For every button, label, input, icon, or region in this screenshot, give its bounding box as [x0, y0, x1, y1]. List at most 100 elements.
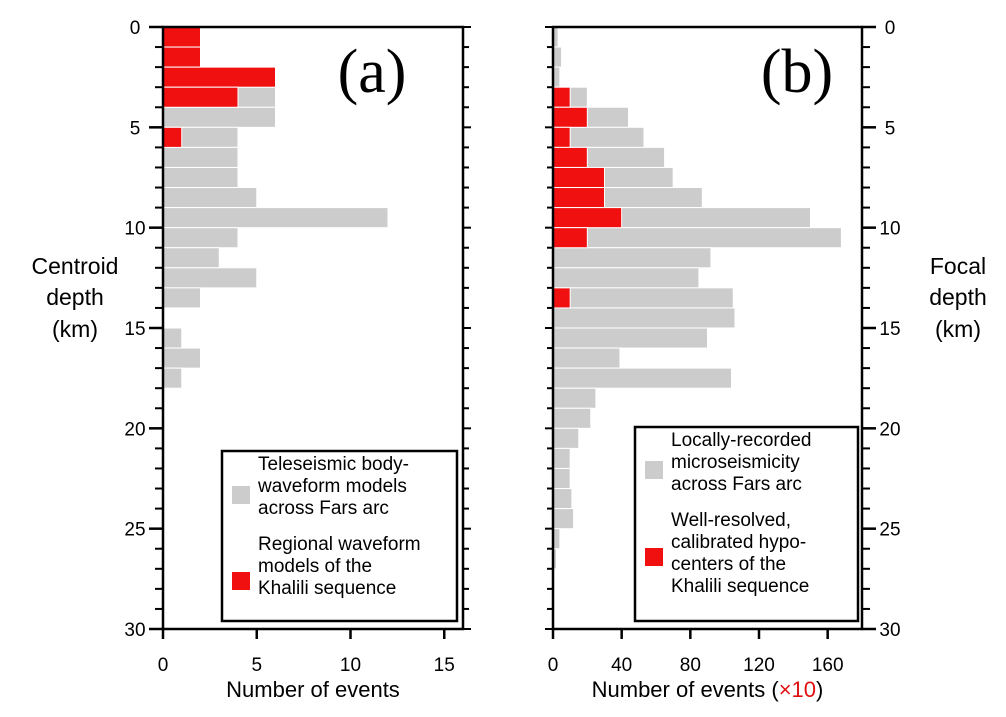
- legend-box: [633, 425, 860, 623]
- bar-series1-depth-1: [162, 46, 201, 68]
- y-axis-title-line: depth: [929, 284, 987, 310]
- bar-series1-depth-2: [162, 66, 276, 88]
- y-axis-title-line: (km): [935, 316, 981, 342]
- bar-series0-depth-15: [552, 327, 708, 349]
- bar-series0-depth-7: [162, 166, 239, 189]
- bar-series0-depth-17: [162, 367, 183, 389]
- y-tick-label: 25: [124, 520, 145, 541]
- y-axis-title-line: depth: [46, 284, 104, 310]
- y-axis-title-line: Centroid: [32, 253, 119, 279]
- y-tick-label: 10: [124, 219, 145, 240]
- legend-text-line: Khalili sequence: [258, 578, 396, 599]
- legend-swatch: [232, 572, 250, 590]
- bar-series0-depth-11: [162, 247, 220, 269]
- bar-series0-depth-19: [552, 407, 592, 429]
- bar-series0-depth-10: [552, 227, 842, 249]
- y-tick-label: 15: [879, 319, 900, 340]
- x-tick-label: 0: [548, 655, 559, 676]
- legend-text-line: Well-resolved,: [671, 510, 791, 531]
- y-tick-label: 5: [130, 118, 141, 139]
- x-axis-title-main: Number of events: [226, 677, 400, 702]
- y-tick-label: 25: [879, 520, 900, 541]
- legend-swatch: [645, 548, 663, 566]
- x-tick-label: 160: [812, 655, 844, 676]
- bar-series1-depth-9: [552, 207, 623, 229]
- y-tick-label: 20: [124, 419, 145, 440]
- bar-series1-depth-7: [552, 166, 605, 189]
- y-tick-label: 5: [885, 118, 896, 139]
- bar-series0-depth-12: [162, 267, 258, 289]
- x-tick-label: 120: [743, 655, 775, 676]
- bar-series0-depth-21: [552, 447, 571, 469]
- x-axis-title-multiplier: ×10: [779, 677, 816, 702]
- panel-letter: (b): [761, 38, 833, 106]
- bar-series0-depth-11: [552, 247, 712, 269]
- bar-series1-depth-8: [552, 187, 605, 209]
- legend-text-line: Khalili sequence: [671, 576, 809, 597]
- bar-series0-depth-10: [162, 227, 239, 249]
- x-axis-title-close: ): [816, 677, 823, 702]
- x-tick-label: 40: [611, 655, 632, 676]
- y-tick-label: 30: [124, 620, 145, 641]
- bar-series1-depth-10: [552, 227, 588, 249]
- legend-text-line: centers of the: [671, 554, 786, 575]
- bar-series1-depth-3: [552, 86, 571, 108]
- bar-series0-depth-16: [162, 347, 201, 369]
- legend-text-line: calibrated hypo-: [671, 532, 806, 553]
- x-tick-label: 80: [680, 655, 701, 676]
- bar-series1-depth-5: [162, 126, 183, 148]
- bar-series0-depth-23: [552, 488, 573, 510]
- bar-series0-depth-17: [552, 367, 733, 389]
- bar-series0-depth-14: [552, 307, 736, 329]
- bar-series0-depth-13: [162, 287, 201, 309]
- bar-series0-depth-9: [162, 207, 389, 229]
- legend-swatch: [645, 461, 663, 479]
- legend-text-line: Locally-recorded: [671, 430, 811, 451]
- bar-series0-depth-18: [552, 387, 597, 409]
- legend-text-line: waveform models: [257, 476, 407, 497]
- bar-series0-depth-15: [162, 327, 183, 349]
- panel-a: 0 5 10 15 20 25 30 0 5 10 15 Number of events Centro…: [32, 18, 471, 702]
- bar-series1-depth-0: [162, 26, 201, 48]
- y-tick-label: 0: [885, 18, 896, 39]
- y-tick-label: 0: [130, 18, 141, 39]
- bar-series0-depth-22: [552, 467, 571, 490]
- x-axis-title: Number of events (×10): [592, 677, 824, 702]
- bar-series0-depth-24: [552, 508, 575, 530]
- x-tick-label: 0: [158, 655, 169, 676]
- bar-series0-depth-20: [552, 427, 580, 449]
- legend-text-line: models of the: [258, 556, 372, 577]
- bar-series0-depth-8: [162, 187, 258, 209]
- y-tick-label: 30: [879, 620, 900, 641]
- y-axis-title-line: (km): [52, 316, 98, 342]
- bar-series1-depth-6: [552, 146, 588, 168]
- legend-text-line: across Fars arc: [671, 474, 802, 495]
- legend-text-line: Teleseismic body-: [258, 454, 409, 475]
- x-tick-label: 5: [251, 655, 262, 676]
- x-axis-title-main: Number of events (: [592, 677, 780, 702]
- legend-text-line: microseismicity: [671, 452, 800, 473]
- y-tick-label: 10: [879, 219, 900, 240]
- y-axis-title-line: Focal: [930, 253, 986, 279]
- bar-series0-depth-16: [552, 347, 621, 369]
- bar-series0-depth-6: [162, 146, 239, 168]
- bar-series0-depth-12: [552, 267, 700, 289]
- bar-series1-depth-4: [552, 106, 588, 128]
- bar-series0-depth-13: [552, 287, 734, 309]
- y-tick-label: 20: [879, 419, 900, 440]
- bar-series0-depth-1: [552, 46, 563, 68]
- panel-letter: (a): [338, 38, 407, 106]
- x-tick-label: 15: [434, 655, 455, 676]
- x-tick-label: 10: [340, 655, 361, 676]
- y-tick-label: 15: [124, 319, 145, 340]
- bar-series1-depth-3: [162, 86, 239, 108]
- bar-series0-depth-4: [162, 106, 276, 128]
- legend-text-line: Regional waveform: [258, 534, 421, 555]
- bar-series1-depth-13: [552, 287, 571, 309]
- legend-text-line: across Fars arc: [258, 498, 389, 519]
- legend-swatch: [232, 486, 250, 504]
- bar-series1-depth-5: [552, 126, 571, 148]
- legend-box: [220, 449, 459, 623]
